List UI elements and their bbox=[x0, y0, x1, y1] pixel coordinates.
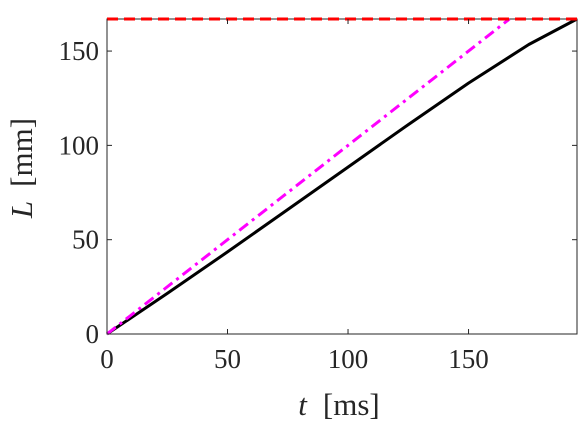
series-layer bbox=[106, 17, 578, 336]
x-tick-label: 150 bbox=[448, 344, 489, 374]
y-axis-symbol: L bbox=[4, 201, 39, 219]
y-tick-label: 0 bbox=[86, 319, 100, 349]
y-axis-unit: [mm] bbox=[4, 118, 39, 187]
axes-box bbox=[106, 18, 578, 335]
x-axis-unit: [ms] bbox=[323, 387, 380, 422]
plot-area: 0 50 100 150 0 50 100 150 bbox=[59, 17, 578, 374]
x-tick-label: 50 bbox=[214, 344, 241, 374]
x-axis-symbol: t bbox=[298, 387, 308, 422]
x-tick-label: 0 bbox=[100, 344, 114, 374]
y-tick-label: 50 bbox=[72, 225, 99, 255]
x-axis-label: t [ms] bbox=[298, 387, 379, 422]
y-tick-label: 100 bbox=[59, 130, 100, 160]
x-tick-label: 100 bbox=[328, 344, 369, 374]
series-line-linear bbox=[106, 17, 511, 336]
y-tick-label: 150 bbox=[59, 36, 100, 66]
tick-layer: 0 50 100 150 0 50 100 150 bbox=[59, 19, 577, 374]
y-axis-label: L [mm] bbox=[4, 118, 39, 219]
series-line-measured bbox=[106, 17, 578, 336]
